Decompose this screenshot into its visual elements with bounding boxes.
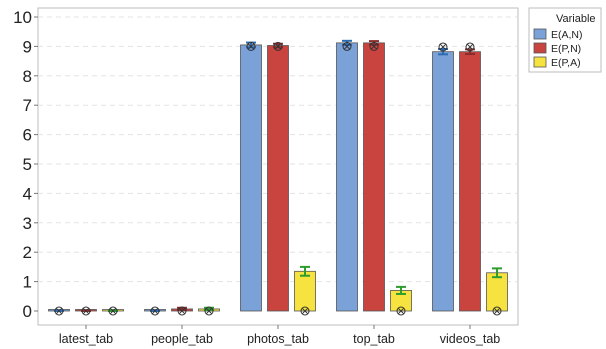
marker-cross <box>178 307 186 315</box>
legend-swatch <box>533 42 547 54</box>
marker-circle <box>492 306 502 316</box>
y-tick-label: 8 <box>23 67 32 86</box>
x-tick-label: top_tab <box>353 332 395 346</box>
marker-cross <box>343 43 351 50</box>
y-tick-label: 6 <box>23 126 32 145</box>
legend-label: E(A,N) <box>551 29 583 41</box>
marker-cross <box>466 43 474 51</box>
bar <box>432 51 454 312</box>
marker-circle <box>108 306 118 316</box>
bar <box>459 51 481 312</box>
marker-circle <box>81 306 91 316</box>
y-tick-label: 1 <box>23 273 32 292</box>
marker-cross <box>205 307 213 315</box>
marker-cross <box>397 307 405 315</box>
marker-cross <box>55 307 63 315</box>
marker-circle <box>369 41 379 51</box>
legend-swatch <box>533 28 547 40</box>
marker-circle <box>177 306 187 316</box>
marker-cross <box>370 43 378 50</box>
bar <box>363 42 385 312</box>
marker-circle <box>438 42 448 52</box>
y-tick-label: 7 <box>23 96 32 115</box>
y-tick-label: 5 <box>23 155 32 174</box>
marker-cross <box>274 43 282 50</box>
marker-circle <box>342 41 352 51</box>
legend-title: Variable <box>556 13 596 25</box>
x-tick-label: latest_tab <box>59 332 113 346</box>
bar <box>336 42 358 312</box>
legend-swatch <box>533 56 547 68</box>
marker-cross <box>493 307 501 315</box>
marker-circle <box>246 41 256 51</box>
bar <box>240 44 262 312</box>
x-axis: latest_tab people_tab photos_tab top_tab vid… <box>59 325 500 346</box>
y-axis: 0 1 2 3 4 5 6 7 8 9 10 <box>13 8 38 321</box>
y-tick-label: 9 <box>23 37 32 56</box>
marker-cross <box>151 307 159 315</box>
marker-circle <box>273 41 283 51</box>
y-tick-label: 10 <box>13 8 32 27</box>
marker-cross <box>109 307 117 315</box>
y-tick-label: 0 <box>23 302 32 321</box>
marker-cross <box>82 307 90 315</box>
marker-circle <box>465 42 475 52</box>
x-tick-label: videos_tab <box>440 332 501 346</box>
marker-circle <box>396 306 406 316</box>
x-tick-label: people_tab <box>151 332 213 346</box>
legend-label: E(P,A) <box>551 57 581 69</box>
bar <box>267 45 289 312</box>
y-tick-label: 2 <box>23 243 32 262</box>
y-tick-label: 4 <box>23 184 32 203</box>
legend: Variable E(A,N) E(P,N) E(P,A) <box>528 7 602 73</box>
marker-cross <box>247 43 255 50</box>
bars-layer <box>48 39 508 316</box>
bar <box>294 270 316 312</box>
marker-circle <box>204 306 214 316</box>
marker-circle <box>150 306 160 316</box>
bar <box>486 272 508 312</box>
marker-circle <box>300 306 310 316</box>
marker-cross <box>301 307 309 315</box>
y-tick-label: 3 <box>23 214 32 233</box>
legend-label: E(P,N) <box>551 43 581 55</box>
marker-circle <box>54 306 64 316</box>
marker-cross <box>439 43 447 51</box>
x-tick-label: photos_tab <box>247 332 309 346</box>
